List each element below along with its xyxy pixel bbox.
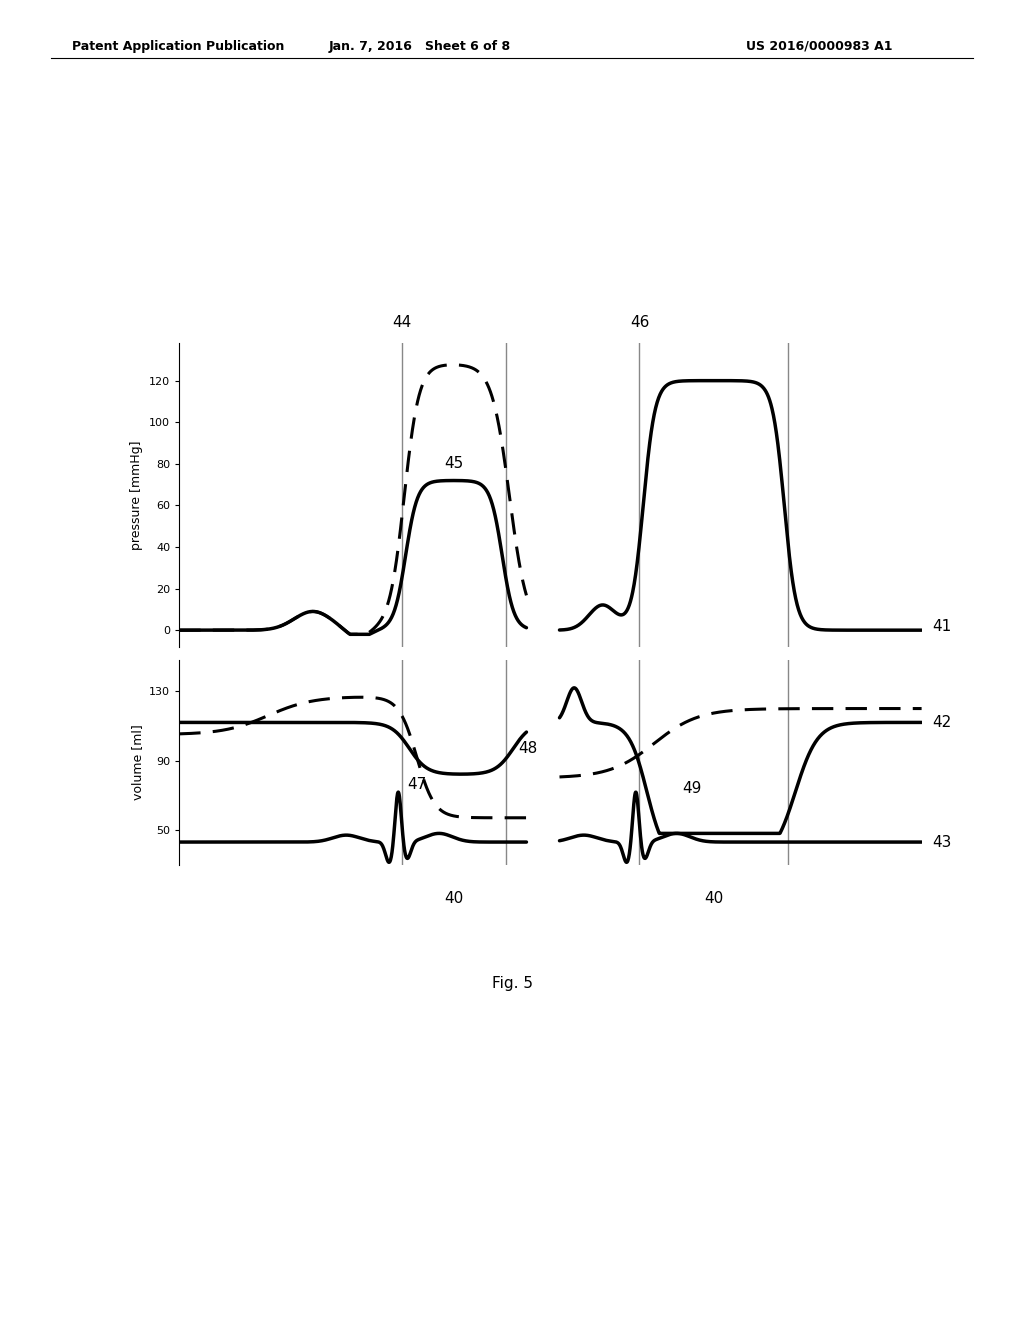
Text: 48: 48	[518, 741, 538, 756]
Text: 43: 43	[933, 834, 952, 850]
Text: 40: 40	[444, 891, 464, 906]
Text: 46: 46	[630, 315, 649, 330]
Text: Patent Application Publication: Patent Application Publication	[72, 40, 284, 53]
Text: 44: 44	[392, 315, 412, 330]
Text: Fig. 5: Fig. 5	[492, 975, 532, 991]
Text: 42: 42	[933, 715, 952, 730]
Text: 49: 49	[682, 781, 701, 796]
Y-axis label: pressure [mmHg]: pressure [mmHg]	[130, 441, 143, 549]
Y-axis label: volume [ml]: volume [ml]	[131, 725, 143, 800]
Text: 41: 41	[933, 619, 952, 634]
Text: 45: 45	[444, 457, 464, 471]
Text: US 2016/0000983 A1: US 2016/0000983 A1	[745, 40, 893, 53]
Text: 47: 47	[408, 777, 426, 792]
Text: Jan. 7, 2016   Sheet 6 of 8: Jan. 7, 2016 Sheet 6 of 8	[329, 40, 511, 53]
Text: 40: 40	[705, 891, 723, 906]
